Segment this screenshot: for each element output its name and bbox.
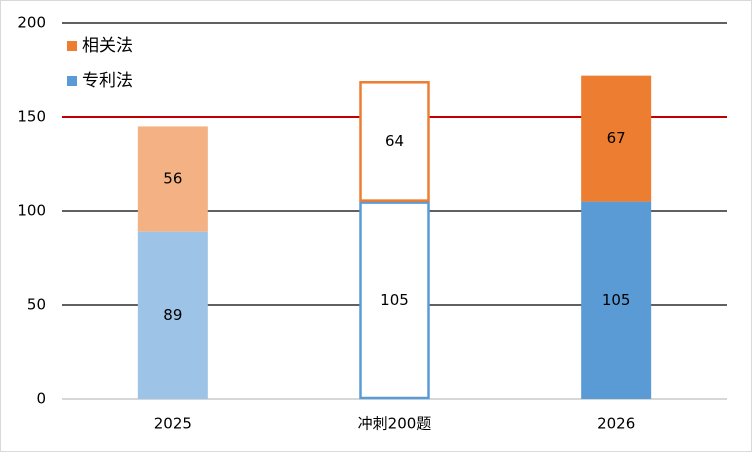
legend-label: 专利法 [82, 71, 133, 91]
x-tick-label: 2025 [154, 415, 192, 433]
data-label: 105 [380, 291, 409, 309]
bar-segment [137, 231, 208, 399]
bar-segment [581, 75, 652, 202]
bar-segment [137, 126, 208, 232]
y-tick-label: 150 [17, 108, 46, 126]
data-label: 105 [602, 291, 631, 309]
bar-segment [581, 201, 652, 399]
data-label: 64 [385, 132, 404, 150]
y-tick-label: 200 [17, 14, 46, 32]
x-tick-label: 冲刺200题 [358, 415, 432, 433]
legend-swatch [67, 41, 77, 51]
data-label: 89 [163, 306, 182, 324]
x-tick-label: 2026 [597, 415, 635, 433]
y-tick-label: 0 [36, 390, 46, 408]
legend-label: 相关法 [82, 36, 133, 56]
bar-segment [359, 201, 430, 400]
y-tick-label: 100 [17, 202, 46, 220]
bar-segment [359, 81, 430, 202]
legend-swatch [67, 76, 77, 86]
y-tick-label: 50 [27, 296, 46, 314]
data-label: 67 [607, 129, 626, 147]
data-label: 56 [163, 170, 182, 188]
